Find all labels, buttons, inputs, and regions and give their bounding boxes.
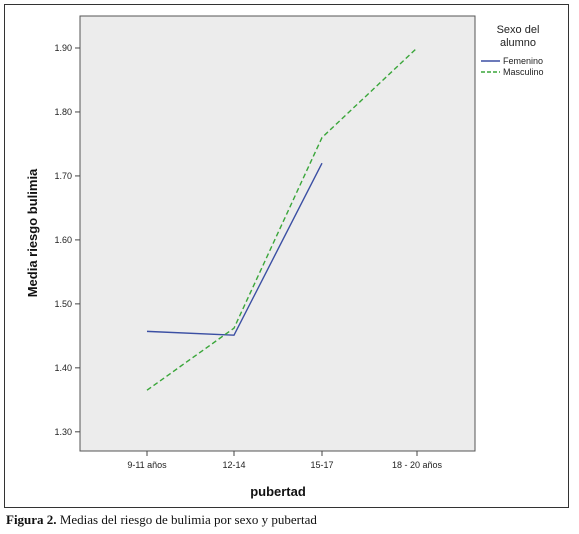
- y-axis: 1.30 1.40 1.50 1.60 1.70 1.80 1.90: [54, 43, 80, 437]
- x-tick-label: 9-11 años: [127, 460, 167, 470]
- y-tick-label: 1.30: [54, 427, 72, 437]
- x-tick-label: 18 - 20 años: [392, 460, 443, 470]
- figure-caption: Figura 2. Medias del riesgo de bulimia p…: [6, 512, 571, 528]
- y-tick-label: 1.80: [54, 107, 72, 117]
- caption-label: Figura 2.: [6, 512, 57, 527]
- y-tick-label: 1.50: [54, 299, 72, 309]
- series-line-masculino: [146, 47, 418, 391]
- legend-label: Femenino: [503, 56, 543, 66]
- x-tick-label: 15-17: [310, 460, 333, 470]
- caption-text: Medias del riesgo de bulimia por sexo y …: [56, 512, 317, 527]
- y-tick-label: 1.70: [54, 171, 72, 181]
- legend-title-line2: alumno: [500, 37, 536, 49]
- x-tick-label: 12-14: [222, 460, 245, 470]
- y-tick-label: 1.40: [54, 363, 72, 373]
- y-axis-title: Media riesgo bulimia: [25, 168, 40, 297]
- legend-label: Masculino: [503, 67, 544, 77]
- legend-title-line1: Sexo del: [497, 24, 540, 36]
- series-line-femenino: [146, 162, 323, 336]
- x-axis: 9-11 años 12-14 15-17 18 - 20 años: [127, 451, 443, 470]
- x-axis-title: pubertad: [250, 484, 306, 499]
- y-tick-label: 1.60: [54, 235, 72, 245]
- y-tick-label: 1.90: [54, 43, 72, 53]
- series-lines: [146, 47, 418, 391]
- line-chart: 1.30 1.40 1.50 1.60 1.70 1.80 1.90 9-11 años 12…: [25, 15, 544, 499]
